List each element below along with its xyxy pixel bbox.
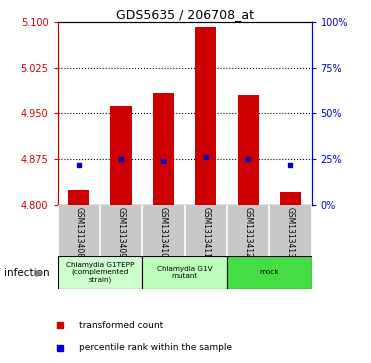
Bar	[142, 256, 227, 289]
Text: mock: mock	[259, 269, 279, 275]
Text: GSM1313409: GSM1313409	[116, 207, 125, 258]
Text: GSM1313411: GSM1313411	[201, 207, 210, 257]
Text: GSM1313413: GSM1313413	[286, 207, 295, 258]
Bar	[280, 192, 301, 205]
Text: GSM1313408: GSM1313408	[74, 207, 83, 258]
Text: GSM1313410: GSM1313410	[159, 207, 168, 258]
Bar	[237, 95, 259, 205]
Bar	[111, 106, 132, 205]
Bar	[227, 256, 312, 289]
Text: transformed count: transformed count	[79, 321, 163, 330]
Title: GDS5635 / 206708_at: GDS5635 / 206708_at	[116, 8, 253, 21]
Text: Chlamydia G1V
mutant: Chlamydia G1V mutant	[157, 266, 212, 279]
Bar	[195, 26, 216, 205]
Bar	[58, 256, 142, 289]
Bar	[68, 190, 89, 205]
Text: GSM1313412: GSM1313412	[244, 207, 253, 257]
Bar	[153, 93, 174, 205]
Text: Chlamydia G1TEPP
(complemented
strain): Chlamydia G1TEPP (complemented strain)	[66, 262, 134, 283]
Text: percentile rank within the sample: percentile rank within the sample	[79, 343, 232, 352]
Text: ▶: ▶	[36, 268, 44, 278]
Text: infection: infection	[4, 268, 49, 278]
